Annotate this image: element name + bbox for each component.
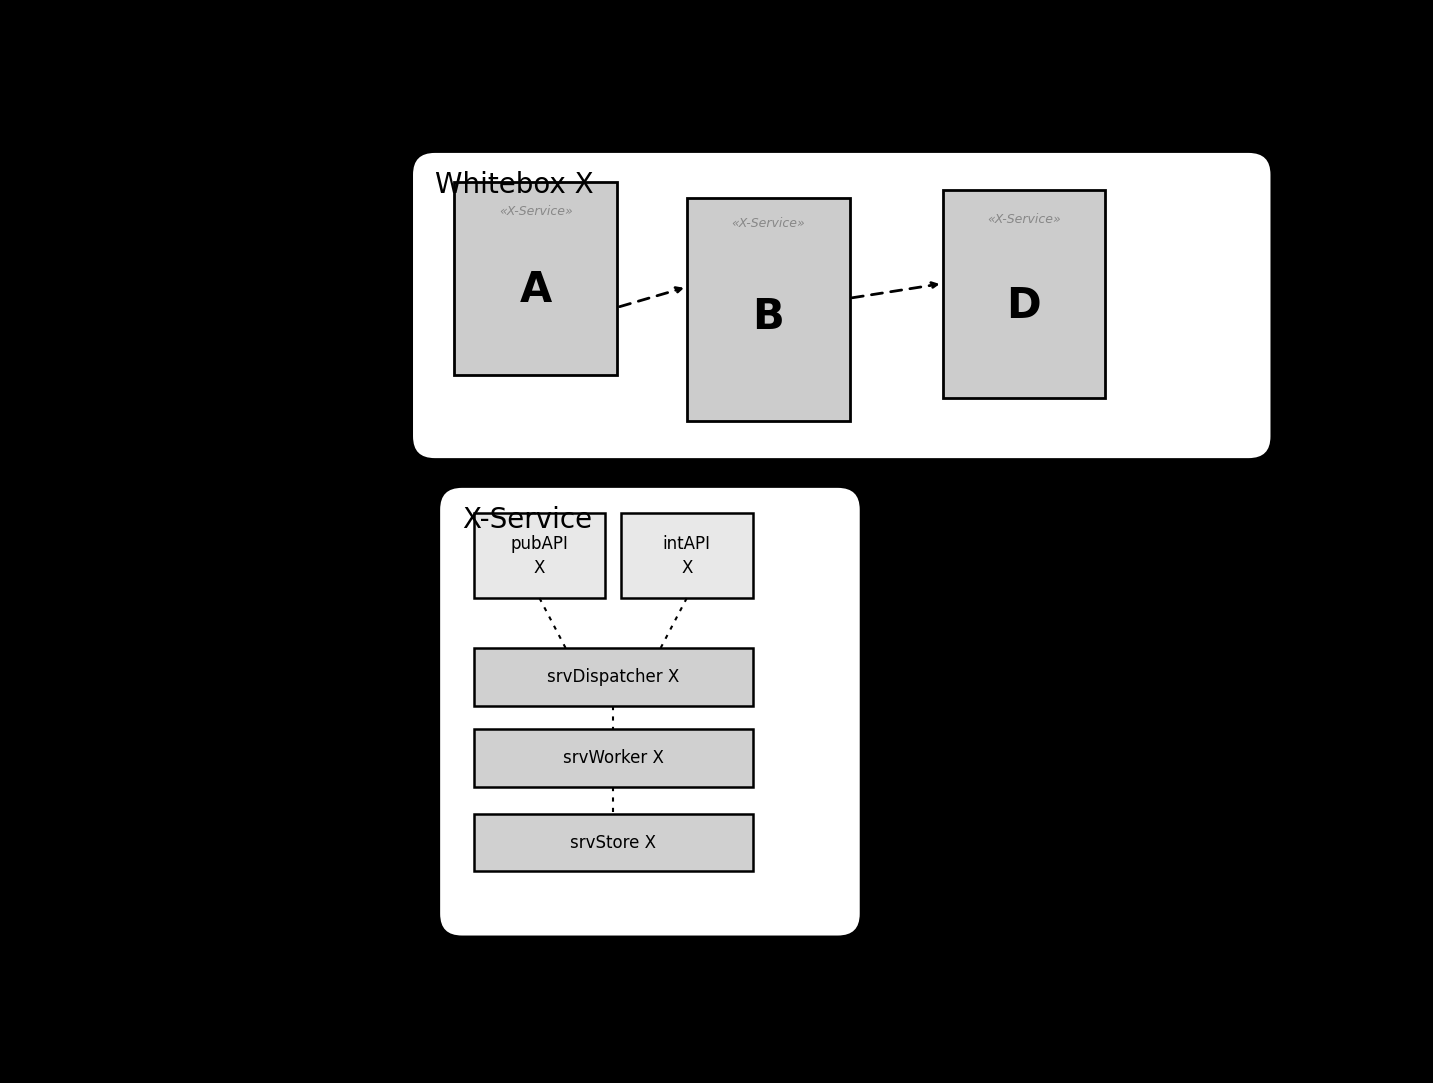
Bar	[686, 198, 850, 421]
Bar	[474, 648, 752, 706]
Text: X-Service: X-Service	[461, 506, 592, 534]
Bar	[943, 190, 1105, 397]
Bar	[474, 513, 605, 598]
Text: D: D	[1006, 285, 1042, 326]
Text: «X-Service»: «X-Service»	[987, 213, 1060, 226]
Text: srvWorker X: srvWorker X	[563, 749, 663, 767]
Text: intAPI
X: intAPI X	[662, 535, 711, 576]
Text: srvDispatcher X: srvDispatcher X	[547, 668, 679, 686]
Text: B: B	[752, 296, 784, 338]
Text: «X-Service»: «X-Service»	[731, 217, 805, 230]
Bar	[474, 813, 752, 872]
Text: srvStore X: srvStore X	[570, 834, 656, 851]
Text: «X-Service»: «X-Service»	[499, 206, 573, 219]
FancyBboxPatch shape	[438, 486, 861, 937]
Text: A: A	[520, 269, 552, 311]
Text: Whitebox X: Whitebox X	[434, 171, 593, 199]
Bar	[454, 182, 618, 375]
Bar	[620, 513, 752, 598]
FancyBboxPatch shape	[411, 152, 1273, 459]
Text: pubAPI
X: pubAPI X	[510, 535, 569, 576]
Bar	[474, 729, 752, 786]
